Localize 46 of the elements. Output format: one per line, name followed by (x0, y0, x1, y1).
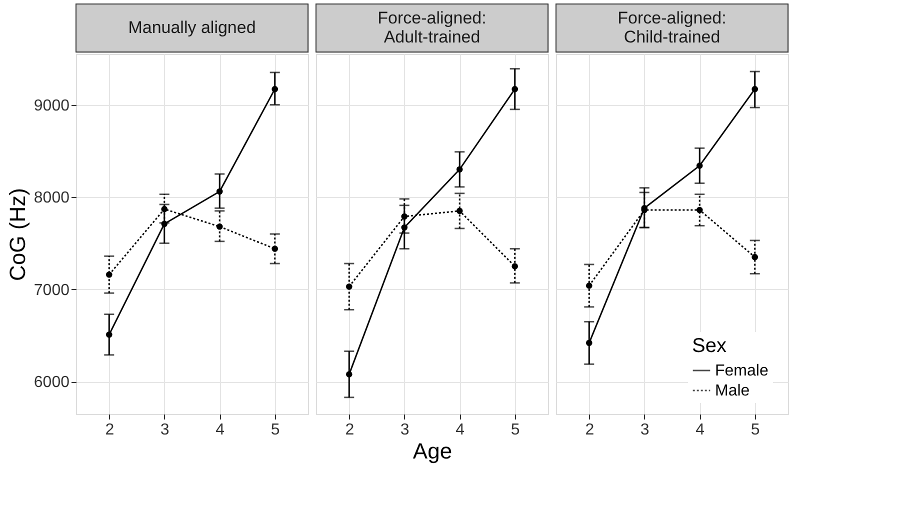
x-tick-label: 3 (160, 422, 170, 438)
legend-title: Sex (692, 335, 726, 357)
x-tick-label: 4 (216, 422, 225, 438)
point (161, 206, 168, 212)
point (456, 166, 463, 173)
y-axis-title: CoG (Hz) (4, 188, 30, 281)
point (346, 283, 352, 290)
point (456, 208, 463, 214)
point (401, 213, 408, 220)
point (272, 246, 278, 252)
x-tick-label: 2 (585, 422, 594, 438)
x-tick-label: 4 (696, 422, 705, 438)
point (106, 331, 112, 338)
chart-title: Manually aligned (128, 18, 256, 37)
chart-title: Force-aligned: Child-trained (618, 8, 726, 46)
x-tick-label: 3 (640, 422, 650, 438)
point (512, 86, 518, 92)
point (216, 223, 223, 230)
point (106, 271, 112, 278)
point (216, 188, 223, 195)
legend-label: Male (715, 382, 750, 400)
point (272, 86, 278, 92)
point (752, 86, 758, 92)
x-tick-label: 5 (510, 422, 520, 438)
y-tick-label: 8000 (34, 190, 70, 207)
point (586, 340, 592, 346)
point (586, 282, 592, 289)
point (401, 224, 408, 231)
y-tick-label: 7000 (34, 282, 70, 299)
point (512, 263, 518, 270)
point (752, 254, 758, 260)
y-tick-label: 6000 (34, 374, 70, 392)
chart-title: Force-aligned: Adult-trained (378, 8, 486, 46)
point (696, 162, 703, 169)
legend-label: Female (715, 362, 768, 380)
point (161, 220, 168, 227)
point (696, 206, 703, 214)
x-tick-label: 2 (105, 422, 114, 438)
x-axis-title: Age (412, 438, 452, 464)
x-tick-label: 4 (456, 422, 465, 438)
x-tick-label: 2 (345, 422, 354, 438)
x-tick-label: 5 (750, 422, 760, 438)
point (346, 371, 352, 378)
x-tick-label: 5 (270, 422, 280, 438)
x-tick-label: 3 (400, 422, 410, 438)
y-tick-label: 9000 (34, 97, 70, 114)
